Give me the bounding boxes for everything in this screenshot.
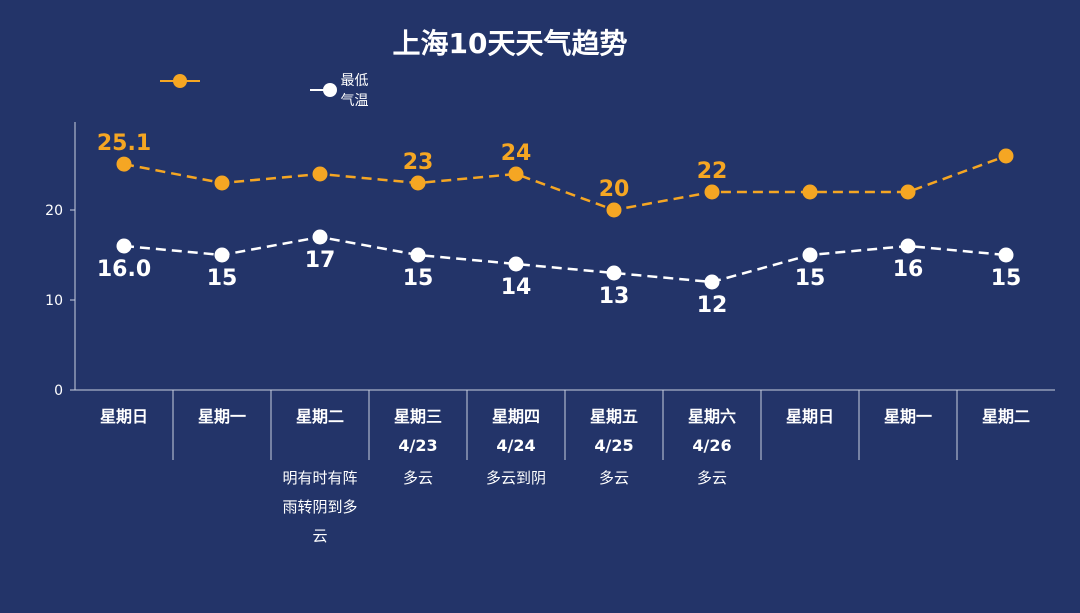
day-column-9: 星期二 [982, 407, 1030, 426]
point-high-5 [606, 202, 622, 218]
point-high-1 [214, 175, 230, 191]
point-low-7 [802, 247, 818, 263]
point-low-5 [606, 265, 622, 281]
point-high-8 [900, 184, 916, 200]
day-weather: 雨转阴到多 [282, 498, 357, 516]
y-tick-label: 20 [45, 203, 63, 219]
point-high-4 [508, 166, 524, 182]
day-weekday: 星期六 [688, 407, 736, 426]
data-label-low-7: 15 [795, 266, 826, 291]
day-column-6: 星期六 4/26 多云 [688, 407, 736, 487]
data-label-high-0: 25.1 [97, 131, 151, 156]
data-label-low-1: 15 [207, 266, 238, 291]
data-label-low-0: 16.0 [97, 257, 151, 282]
point-low-2 [312, 229, 328, 245]
data-label-low-5: 13 [599, 284, 630, 309]
data-label-low-3: 15 [403, 266, 434, 291]
point-low-3 [410, 247, 426, 263]
data-label-high-4: 24 [501, 141, 532, 166]
day-weather: 多云 [403, 469, 433, 487]
day-weather: 云 [312, 527, 327, 545]
point-low-1 [214, 247, 230, 263]
data-label-low-2: 17 [305, 248, 336, 273]
day-column-8: 星期一 [884, 407, 932, 426]
day-date: 4/26 [692, 436, 731, 455]
day-weekday: 星期五 [590, 407, 638, 426]
day-weekday: 星期一 [198, 407, 246, 426]
legend-item-high[interactable] [160, 70, 208, 92]
day-weekday: 星期日 [786, 407, 834, 426]
day-column-4: 星期四 4/24 多云到阴 [486, 407, 546, 487]
legend-label-low: 最低气温 [340, 73, 369, 109]
day-weekday: 星期日 [100, 407, 148, 426]
y-tick-label: 10 [45, 293, 63, 309]
data-label-low-4: 14 [501, 275, 532, 300]
day-column-3: 星期三 4/23 多云 [394, 407, 442, 487]
data-label-high-3: 23 [403, 150, 434, 175]
point-low-6 [704, 274, 720, 290]
day-date: 4/25 [594, 436, 633, 455]
day-date: 4/24 [496, 436, 535, 455]
day-weekday: 星期二 [296, 407, 344, 426]
day-column-5: 星期五 4/25 多云 [590, 407, 638, 487]
series-line-low [123, 235, 1007, 284]
point-high-3 [410, 175, 426, 191]
data-label-high-6: 22 [697, 159, 728, 184]
point-low-8 [900, 238, 916, 254]
day-weather: 多云到阴 [486, 469, 546, 487]
day-weekday: 星期二 [982, 407, 1030, 426]
point-high-2 [312, 166, 328, 182]
y-tick-label: 0 [54, 383, 63, 399]
legend-swatch-low [310, 79, 337, 101]
legend-item-low[interactable]: 最低气温 [310, 70, 372, 110]
day-column-1: 星期一 [198, 407, 246, 426]
day-column-7: 星期日 [786, 407, 834, 426]
day-weekday: 星期三 [394, 407, 442, 426]
day-weather: 多云 [697, 469, 727, 487]
point-low-4 [508, 256, 524, 272]
point-high-6 [704, 184, 720, 200]
data-label-low-6: 12 [697, 293, 728, 318]
chart-title: 上海10天天气趋势 [392, 27, 628, 60]
day-date: 4/23 [398, 436, 437, 455]
legend-swatch-high [160, 70, 200, 92]
day-column-0: 星期日 [100, 407, 148, 426]
point-high-7 [802, 184, 818, 200]
point-high-9 [998, 148, 1014, 164]
data-label-low-8: 16 [893, 257, 924, 282]
point-high-0 [116, 156, 132, 172]
point-low-0 [116, 238, 132, 254]
day-weekday: 星期四 [492, 407, 540, 426]
data-label-high-5: 20 [599, 177, 630, 202]
point-low-9 [998, 247, 1014, 263]
series-line-high [123, 154, 1007, 212]
day-weekday: 星期一 [884, 407, 932, 426]
day-weather: 明有时有阵 [282, 469, 357, 487]
data-label-low-9: 15 [991, 266, 1022, 291]
day-weather: 多云 [599, 469, 629, 487]
